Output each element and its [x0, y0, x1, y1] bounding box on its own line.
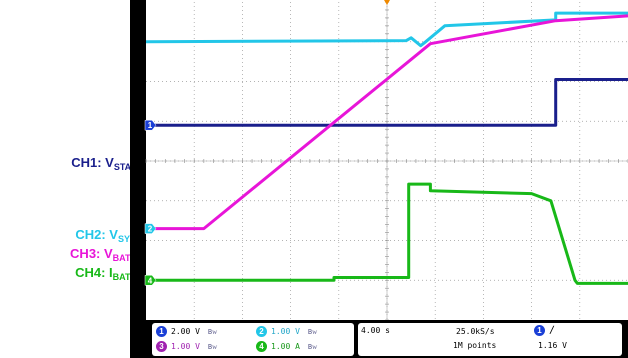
ch1-label-main: CH1: V	[71, 155, 114, 170]
ch4-ground-marker-shape	[144, 275, 157, 286]
ch3-bw-icon: Bᴡ	[207, 343, 218, 351]
channel-markers: 1 2 4	[144, 0, 390, 286]
ch3-label: CH3: VBATT	[70, 246, 136, 264]
ch1-badge: 1	[156, 326, 167, 337]
trace-ch4	[146, 182, 628, 285]
ch4-ground-marker[interactable]: 4	[144, 275, 157, 286]
record-length: 1M points	[453, 341, 497, 350]
ch2-label: CH2: VSYS	[75, 227, 136, 245]
ch2-bw-icon: Bᴡ	[307, 328, 318, 336]
graticule	[145, 1, 628, 320]
ch2-label-sub: SYS	[117, 234, 136, 244]
ch2-ground-marker-label: 2	[148, 225, 153, 234]
trigger-edge-icon: ∕	[549, 325, 556, 336]
ch4-scale[interactable]: 4 1.00 A Bᴡ	[256, 341, 317, 353]
timebase-panel[interactable]: 4.00 s 25.0kS/s 1M points 1 ∕ 1.16 V	[358, 323, 622, 356]
trigger-channel: 1 ∕	[534, 325, 555, 336]
ch3-scale[interactable]: 3 1.00 V Bᴡ	[156, 341, 217, 353]
ch3-label-main: CH3: V	[70, 246, 113, 261]
ch4-ground-marker-label: 4	[148, 276, 153, 285]
ch2-scale-value: 1.00 V	[271, 327, 300, 336]
ch3-scale-value: 1.00 V	[171, 342, 200, 351]
trigger-level: 1.16 V	[538, 341, 567, 350]
ch2-ground-marker[interactable]: 2	[144, 223, 157, 234]
ch1-label: CH1: VSTAT	[71, 155, 136, 173]
ch4-label: CH4: IBATT	[75, 265, 136, 283]
ch2-label-main: CH2: V	[75, 227, 118, 242]
ch2-ground-marker-shape	[144, 223, 157, 234]
ch1-label-sub: STAT	[113, 162, 136, 172]
ch1-scale-value: 2.00 V	[171, 327, 200, 336]
ch2-scale[interactable]: 2 1.00 V Bᴡ	[256, 326, 317, 338]
ch1-bw-icon: Bᴡ	[207, 328, 218, 336]
ch4-label-sub: BATT	[112, 272, 136, 282]
ch4-bw-icon: Bᴡ	[307, 343, 318, 351]
ch2-badge: 2	[256, 326, 267, 337]
ch4-scale-value: 1.00 A	[271, 342, 300, 351]
status-bar: 1 2.00 V Bᴡ 2 1.00 V Bᴡ 3 1.00 V Bᴡ 4 1.00 A Bᴡ …	[130, 320, 628, 358]
trace-ch2	[145, 11, 628, 48]
channel-labels: CH1: VSTAT CH2: VSYS CH3: VBATT CH4: IBA…	[0, 0, 140, 358]
trace-ch3	[146, 14, 628, 231]
ch4-label-main: CH4: I	[75, 265, 113, 280]
trace-ch1	[146, 78, 628, 127]
ch1-scale[interactable]: 1 2.00 V Bᴡ	[156, 326, 217, 338]
ch3-label-sub: BATT	[112, 253, 136, 263]
ch1-ground-marker-shape	[144, 119, 157, 131]
ch1-ground-marker-label: 1	[148, 121, 153, 130]
trigger-position-marker[interactable]	[384, 0, 390, 5]
sample-rate: 25.0kS/s	[456, 327, 495, 336]
traces	[145, 11, 628, 285]
ch1-ground-marker[interactable]: 1	[144, 119, 157, 131]
channel-scale-panel[interactable]: 1 2.00 V Bᴡ 2 1.00 V Bᴡ 3 1.00 V Bᴡ 4 1.00 A Bᴡ	[152, 323, 354, 356]
trigger-channel-badge: 1	[534, 325, 545, 336]
ch3-badge: 3	[156, 341, 167, 352]
timebase-value: 4.00 s	[361, 326, 390, 335]
oscilloscope-plot: 1 2 4	[130, 0, 628, 320]
ch4-badge: 4	[256, 341, 267, 352]
